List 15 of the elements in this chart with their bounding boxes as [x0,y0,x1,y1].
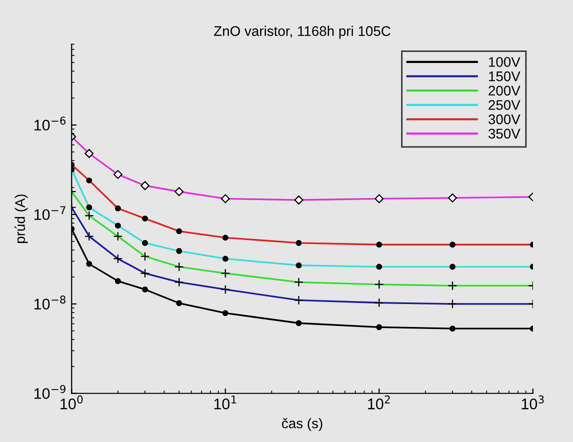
y-tick-label: 10$^{−7}$ [34,206,66,220]
x-tick-label: 10$^{2}$ [368,395,390,410]
y-axis-title: prúd (A) [14,194,28,243]
legend-label: 250V [488,100,520,110]
x-axis-title: čas (s) [282,418,322,432]
x-tick-label: 10$^{1}$ [214,396,236,410]
x-tick-label: 10$^{3}$ [522,395,544,410]
legend-label: 350V [488,128,520,139]
legend-label: 100V [489,57,520,67]
chart-title: ZnO varistor, 1168h pri 105C [214,26,390,39]
y-tick-label: 10$^{−6}$ [34,116,66,131]
legend-label: 300V [488,114,520,124]
legend-label: 150V [489,71,520,82]
y-tick-label: 10$^{−8}$ [34,296,66,310]
legend-label: 200V [488,86,520,96]
